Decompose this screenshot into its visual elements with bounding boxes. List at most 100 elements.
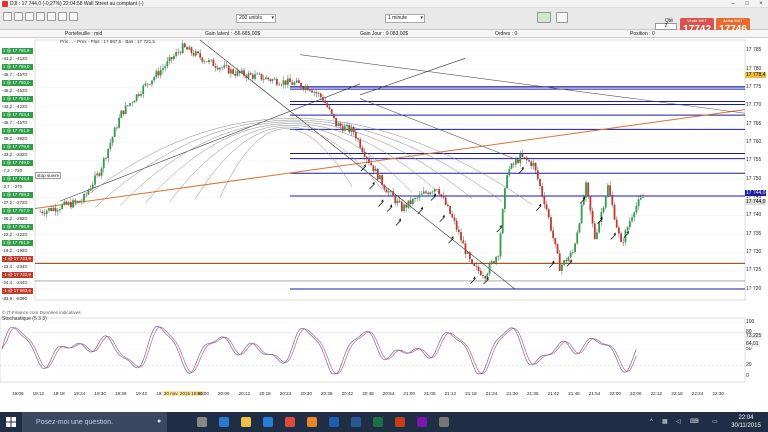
- edge-icon[interactable]: [214, 412, 234, 432]
- text-tool-icon[interactable]: [36, 12, 45, 21]
- units-select[interactable]: 200 unités ▾: [236, 14, 276, 23]
- word-icon[interactable]: [346, 412, 366, 432]
- minimize-icon[interactable]: –: [731, 1, 735, 7]
- explorer-icon[interactable]: [236, 412, 256, 432]
- app-icon[interactable]: [434, 412, 454, 432]
- order-row: -3,7 : -370: [2, 184, 23, 189]
- order-row[interactable]: 1 @ 17 754,0: [2, 96, 33, 102]
- settings-icon[interactable]: [58, 12, 67, 21]
- pin-icon[interactable]: [3, 12, 12, 21]
- order-row[interactable]: 1 @ 17 757,0: [2, 208, 33, 214]
- candle-body: [214, 66, 217, 68]
- order-row[interactable]: 1 @ 17 751,9: [2, 240, 33, 246]
- interval-select[interactable]: 1 minute ▾: [385, 14, 425, 23]
- excel-icon[interactable]: [368, 412, 388, 432]
- candle-body: [550, 217, 552, 231]
- tray-chevron-icon[interactable]: ^: [650, 419, 653, 425]
- clock[interactable]: 22:04 30/11/2015: [726, 414, 766, 430]
- candle-body: [361, 147, 364, 152]
- candle-body: [462, 240, 465, 244]
- candle-body: [545, 204, 548, 210]
- candle-body: [227, 65, 230, 74]
- candle-body: [240, 70, 243, 74]
- candle-body: [506, 175, 508, 189]
- zoom-tool-icon[interactable]: [47, 12, 56, 21]
- start-button[interactable]: [0, 412, 22, 432]
- order-row[interactable]: -1 @ 17 723,9: [2, 256, 33, 262]
- candle-body: [602, 207, 605, 213]
- close-icon[interactable]: ×: [759, 1, 763, 7]
- network-icon[interactable]: ▦: [662, 419, 668, 425]
- arrow-annotation: [360, 165, 367, 172]
- buy-label: Achat MKT: [723, 18, 743, 23]
- qty-input[interactable]: 2: [655, 23, 677, 30]
- candle-body: [208, 60, 210, 63]
- candle-body: [563, 260, 565, 265]
- arc-moving-average: [69, 118, 533, 210]
- candle-body: [431, 191, 434, 193]
- candle-body: [254, 74, 256, 79]
- stop-trailing-label[interactable]: stop suivre: [35, 172, 62, 179]
- order-row[interactable]: 1 @ 17 753,4: [2, 112, 33, 118]
- candle-body: [528, 160, 530, 162]
- order-row[interactable]: 1 @ 17 744,4: [2, 176, 33, 182]
- microphone-icon[interactable]: ●: [157, 418, 162, 425]
- candle-body: [194, 51, 197, 56]
- order-row[interactable]: 1 @ 17 756,0: [2, 80, 33, 86]
- time-axis-label: 22:24: [691, 391, 704, 396]
- order-row[interactable]: 1 @ 17 749,0: [2, 160, 33, 166]
- candle-body: [330, 109, 333, 114]
- cortana-search-input[interactable]: [22, 412, 167, 432]
- order-row[interactable]: 1 @ 17 779,9: [2, 144, 33, 150]
- order-row[interactable]: 1 @ 17 759,0: [2, 64, 33, 70]
- arrow-head: [626, 230, 629, 233]
- order-row[interactable]: 1 @ 17 751,9: [2, 128, 33, 134]
- print-icon[interactable]: [556, 12, 568, 23]
- candle-body: [118, 117, 121, 128]
- candle-body: [484, 276, 487, 279]
- ichimoku-icon[interactable]: [537, 12, 551, 23]
- outlook-icon[interactable]: [324, 412, 344, 432]
- onenote-icon[interactable]: [412, 412, 432, 432]
- candle-body: [514, 159, 517, 165]
- order-row[interactable]: -1 @ 17 722,9: [2, 272, 33, 278]
- arrow-annotation: [579, 198, 586, 204]
- order-row[interactable]: 1 @ 17 759,3: [2, 192, 33, 198]
- store-icon[interactable]: [258, 412, 278, 432]
- stoch-tag: 73,225: [745, 333, 763, 340]
- order-row[interactable]: -1 @ 17 663,6: [2, 288, 33, 294]
- candle-body: [304, 86, 307, 90]
- powerpoint-icon[interactable]: [390, 412, 410, 432]
- volume-icon[interactable]: ◁: [676, 419, 681, 425]
- candle-body: [607, 185, 609, 198]
- candle-body: [571, 252, 574, 253]
- chart-area[interactable]: 1 @ 17 755,9 -41,2 : -4120 1 @ 17 759,0 -46…: [0, 38, 768, 396]
- task-view-icon[interactable]: [192, 412, 212, 432]
- arc-moving-average: [219, 128, 353, 198]
- chrome-icon[interactable]: [280, 412, 300, 432]
- window-title: DJI : 17 744,0 (-0,27%) 22:04:58 Wall St…: [10, 1, 144, 7]
- draw-tool-icon[interactable]: [14, 12, 23, 21]
- candle-body: [221, 67, 224, 69]
- orders-count[interactable]: Ordres : 0: [495, 31, 518, 37]
- order-row: -22,2 : -2220: [2, 232, 27, 237]
- indicator-icon[interactable]: [69, 12, 78, 21]
- candle-body: [560, 264, 563, 271]
- position-count[interactable]: Position : 0: [630, 31, 655, 37]
- candle-body: [600, 212, 603, 222]
- price-chart[interactable]: [0, 38, 768, 390]
- maximize-icon[interactable]: □: [745, 1, 749, 7]
- order-row[interactable]: 1 @ 17 755,9: [2, 48, 33, 54]
- order-row[interactable]: 1 @ 17 766,9: [2, 224, 33, 230]
- notification-icon[interactable]: ▭: [712, 419, 718, 425]
- portfolio-info[interactable]: Portefeuille : mid: [65, 31, 103, 37]
- candle-body: [183, 43, 186, 48]
- candle-body: [400, 201, 403, 212]
- candle-body: [148, 84, 151, 85]
- candle-body: [354, 132, 357, 139]
- candle-body: [620, 233, 622, 243]
- price-tag: 17 744,0: [745, 198, 767, 205]
- firefox-icon[interactable]: [302, 412, 322, 432]
- line-tool-icon[interactable]: [25, 12, 34, 21]
- keyboard-icon[interactable]: ⌨: [690, 419, 699, 425]
